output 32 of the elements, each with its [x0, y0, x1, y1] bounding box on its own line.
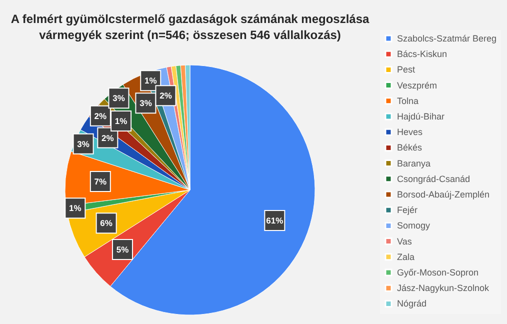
data-label: 7%	[94, 176, 107, 187]
data-label: 61%	[266, 215, 284, 226]
legend-label: Győr-Moson-Sopron	[397, 268, 479, 278]
legend-label: Jász-Nagykun-Szolnok	[397, 283, 490, 294]
legend-label: Borsod-Abaúj-Zemplén	[397, 190, 490, 200]
legend-label: Nógrád	[397, 298, 427, 309]
data-label: 2%	[94, 110, 108, 121]
data-label: 1%	[114, 116, 128, 126]
data-label: 2%	[160, 90, 172, 101]
legend-label: Bács-Kiskun	[397, 49, 448, 60]
legend-label: Veszprém	[397, 80, 438, 90]
data-label: 2%	[102, 132, 114, 143]
legend-label: Tolna	[397, 96, 419, 106]
data-label: 1%	[69, 203, 82, 214]
legend-label: Vas	[397, 236, 412, 246]
legend-label: Heves	[397, 127, 424, 138]
data-label: 5%	[116, 244, 130, 255]
legend-label: Csongrád-Csanád	[397, 174, 470, 184]
legend-label: Békés	[397, 142, 423, 153]
legend-label: Szabolcs-Szatmár Bereg	[397, 34, 497, 44]
legend-label: Hajdú-Bihar	[397, 112, 445, 122]
legend-label: Fejér	[397, 205, 418, 216]
legend-label: Somogy	[397, 220, 431, 231]
data-label: 3%	[77, 138, 90, 149]
data-label: 3%	[140, 98, 152, 108]
data-label: 1%	[144, 76, 158, 86]
chart-title: A felmért gyümölcstermelő gazdaságok számának megoszlása vármegyék szerint (n=546; összesen 546 vállalkozás)	[10, 12, 370, 42]
legend-label: Pest	[397, 64, 416, 75]
data-label: 3%	[112, 93, 126, 104]
legend-label: Zala	[397, 252, 415, 262]
data-label: 6%	[100, 218, 113, 228]
legend-label: Baranya	[397, 158, 431, 168]
